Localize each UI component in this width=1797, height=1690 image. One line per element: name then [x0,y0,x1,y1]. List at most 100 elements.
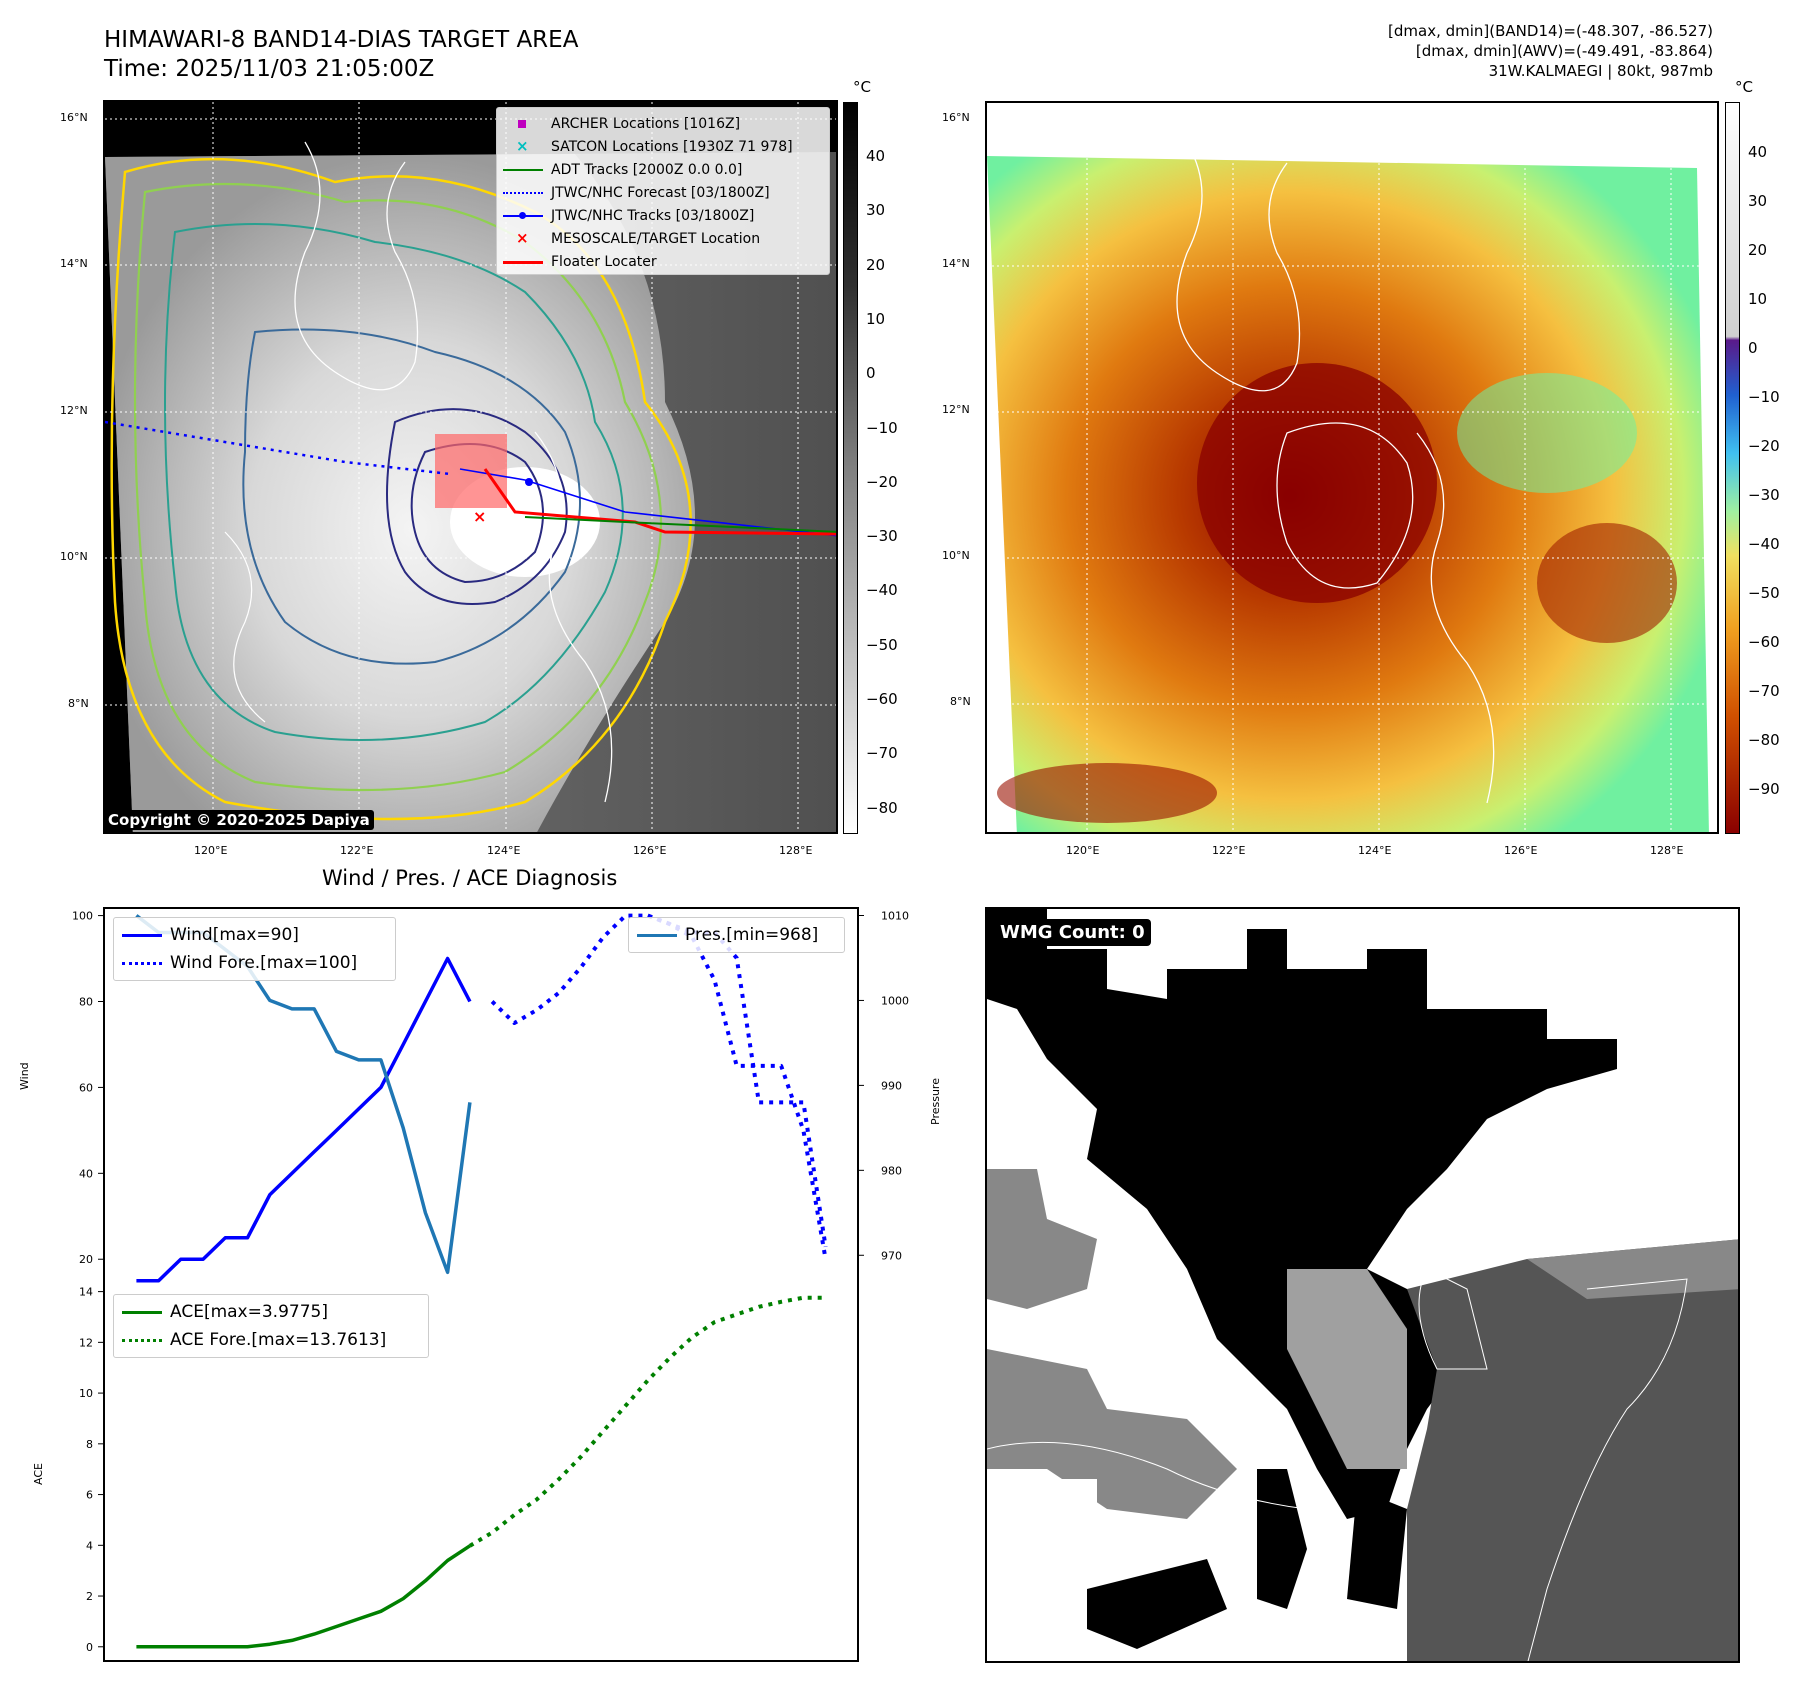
colorbar-gray-tick-4: 0 [866,364,876,383]
series-line-0 [136,956,472,1283]
legend-archer-label: ARCHER Locations [1016Z] [551,115,741,132]
map1-lon-126: 126°E [633,844,667,857]
ytick-label-2: 60 [79,1081,93,1094]
colorbar-gray-tick-3: 10 [866,309,886,328]
legend-satcon-label: SATCON Locations [1930Z 71 978] [551,138,793,155]
legend-mesoscale: × MESOSCALE/TARGET Location [516,228,761,247]
map1-lat-14: 14°N [60,257,88,270]
colorbar-gray-tick-11: −70 [866,744,898,763]
pressure-legend: Pres.[min=968] [628,917,845,953]
legend-floater: Floater Locater [503,250,823,273]
pressure-legend-label: Pres.[min=968] [685,925,819,945]
ytick-label-6: 2 [86,1590,93,1603]
ytick-label-1: 12 [79,1336,93,1349]
legend-jtwc-forecast: JTWC/NHC Forecast [03/1800Z] [503,181,823,204]
ytick-label-7: 0 [86,1641,93,1654]
colorbar-gray-tick-1: 30 [866,201,886,220]
colorbar-color-unit: °C [1735,78,1753,96]
colorbar-gray-tick-2: 20 [866,255,886,274]
wind-fore-legend-label: Wind Fore.[max=100] [170,953,358,973]
y2tick-label-2: 990 [881,1079,902,1092]
colorbar-color-tick-8: −40 [1748,535,1780,553]
ir-color-map [985,101,1719,834]
wind-legend: Wind[max=90] Wind Fore.[max=100] [113,917,396,981]
map2-lat-14: 14°N [942,257,970,270]
map1-lat-8: 8°N [68,697,89,710]
pressure-legend-row: Pres.[min=968] [637,921,836,949]
ace-fore-legend-row: ACE Fore.[max=13.7613] [122,1326,420,1354]
info-line2: [dmax, dmin](AWV)=(-49.491, -83.864) [1415,42,1713,60]
ir-color-map-graphic [987,103,1717,832]
colorbar-color-tick-10: −60 [1748,633,1780,651]
ytick-label-0: 100 [72,910,93,923]
ytick-label-0: 14 [79,1286,93,1299]
series-line-0 [136,1544,471,1649]
legend-satcon: × SATCON Locations [1930Z 71 978] [516,136,793,155]
colorbar-gray-unit: °C [853,78,871,96]
colorbar-color-tick-6: −20 [1748,437,1780,455]
ytick-label-2: 10 [79,1387,93,1400]
legend-adt: ADT Tracks [2000Z 0.0 0.0] [503,158,823,181]
colorbar-color-tick-7: −30 [1748,486,1780,504]
map2-lon-126: 126°E [1504,844,1538,857]
wmg-map-graphic [987,909,1738,1661]
legend-mesoscale-label: MESOSCALE/TARGET Location [551,230,761,247]
wmg-count-badge: WMG Count: 0 [994,919,1151,946]
map2-lon-120: 120°E [1066,844,1100,857]
map1-lon-120: 120°E [194,844,228,857]
map2-lat-16: 16°N [942,111,970,124]
map1-lat-12: 12°N [60,404,88,417]
map-legend: ARCHER Locations [1016Z] × SATCON Locati… [496,107,830,275]
colorbar-gray-tick-5: −10 [866,418,898,437]
colorbar-color-tick-1: 30 [1748,192,1768,210]
map2-lon-128: 128°E [1650,844,1684,857]
colorbar-gray-tick-12: −80 [866,798,898,817]
svg-text:×: × [473,507,486,526]
y2tick-label-3: 980 [881,1164,902,1177]
ytick-label-1: 80 [79,996,93,1009]
y2tick-label-0: 1010 [881,909,909,922]
colorbar-color-tick-2: 20 [1748,241,1768,259]
y2tick-label-4: 970 [881,1249,902,1262]
figure-title-line2: Time: 2025/11/03 21:05:00Z [104,56,435,82]
map1-lon-124: 124°E [487,844,521,857]
diagnosis-title: Wind / Pres. / ACE Diagnosis [322,866,618,890]
ace-legend-row: ACE[max=3.9775] [122,1298,420,1326]
pressure-axis-label: Pressure [929,1078,942,1125]
legend-jtwc-tracks-label: JTWC/NHC Tracks [03/1800Z] [551,207,755,224]
map1-lon-122: 122°E [340,844,374,857]
colorbar-gray-tick-6: −20 [866,472,898,491]
wind-legend-label: Wind[max=90] [170,925,299,945]
colorbar-gray-tick-8: −40 [866,581,898,600]
wind-fore-legend-row: Wind Fore.[max=100] [122,949,387,977]
ace-fore-legend-label: ACE Fore.[max=13.7613] [170,1330,387,1350]
map2-lat-8: 8°N [950,695,971,708]
colorbar-color-tick-3: 10 [1748,290,1768,308]
copyright-label: Copyright © 2020-2025 Dapiya [104,810,374,830]
colorbar-color-tick-11: −70 [1748,682,1780,700]
series-line-1 [468,1295,826,1548]
color-colorbar [1725,102,1740,834]
map2-lat-12: 12°N [942,403,970,416]
ace-legend-label: ACE[max=3.9775] [170,1302,328,1322]
ytick-label-3: 40 [79,1167,93,1180]
wind-legend-row: Wind[max=90] [122,921,387,949]
colorbar-color-tick-4: 0 [1748,339,1758,357]
diagnosis-frame [103,907,859,1662]
y2tick-label-1: 1000 [881,994,909,1007]
legend-floater-label: Floater Locater [551,253,657,270]
colorbar-color-tick-13: −90 [1748,780,1780,798]
map1-lon-128: 128°E [779,844,813,857]
colorbar-gray-tick-9: −50 [866,635,898,654]
colorbar-gray-tick-7: −30 [866,527,898,546]
info-line1: [dmax, dmin](BAND14)=(-48.307, -86.527) [1388,22,1713,40]
figure-title-line1: HIMAWARI-8 BAND14-DIAS TARGET AREA [104,27,579,53]
legend-archer: ARCHER Locations [1016Z] [503,112,823,135]
series-line-3 [647,913,828,1248]
ace-legend: ACE[max=3.9775] ACE Fore.[max=13.7613] [113,1294,429,1358]
ytick-label-4: 6 [86,1489,93,1502]
legend-adt-label: ADT Tracks [2000Z 0.0 0.0] [551,161,743,178]
legend-jtwc-forecast-label: JTWC/NHC Forecast [03/1800Z] [551,184,770,201]
ir-grayscale-map-graphic: × [105,102,836,832]
ace-axis-label: ACE [32,1463,45,1485]
